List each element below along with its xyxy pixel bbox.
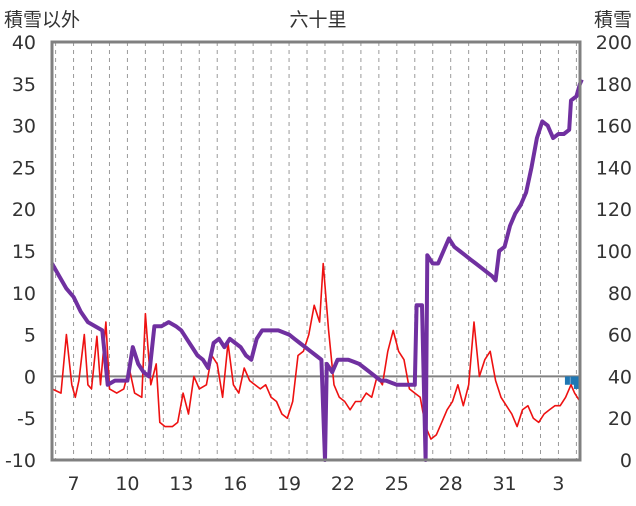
right-tick-label: 60	[608, 325, 632, 347]
right-tick-label: 180	[596, 74, 632, 96]
left-axis-label: 積雪以外	[4, 9, 80, 31]
left-tick-label: 20	[12, 199, 36, 221]
right-tick-label: 160	[596, 116, 632, 138]
left-tick-label: 15	[12, 241, 36, 263]
left-tick-label: 40	[12, 32, 36, 54]
series-layer	[50, 78, 584, 462]
left-tick-label: 35	[12, 74, 36, 96]
right-tick-label: 100	[596, 241, 632, 263]
plot-frame	[50, 40, 582, 462]
bar	[570, 376, 576, 385]
x-tick-label: 10	[115, 473, 139, 495]
right-tick-label: 140	[596, 157, 632, 179]
left-tick-label: 10	[12, 283, 36, 305]
right-tick-label: 20	[608, 408, 632, 430]
left-tick-label: 0	[24, 366, 36, 388]
series-line-0	[51, 262, 581, 440]
left-tick-label: -10	[5, 450, 36, 472]
x-tick-label: 19	[277, 473, 301, 495]
left-tick-label: 25	[12, 157, 36, 179]
series-line-1	[50, 78, 584, 462]
x-tick-labels: 7 10 13 16 19 22 25 28 31 3	[68, 473, 565, 495]
grid-layer	[55, 42, 577, 460]
left-tick-label: 30	[12, 116, 36, 138]
right-tick-label: 200	[596, 32, 632, 54]
right-tick-labels: 0 20 40 60 80 100 120 140 160 180 200	[596, 32, 632, 472]
right-tick-label: 40	[608, 366, 632, 388]
x-tick-label: 31	[492, 473, 516, 495]
left-tick-label: -5	[17, 408, 36, 430]
right-tick-label: 120	[596, 199, 632, 221]
x-tick-label: 25	[385, 473, 409, 495]
bar	[573, 376, 579, 389]
x-tick-label: 3	[552, 473, 564, 495]
left-tick-labels: -10 -5 0 5 10 15 20 25 30 35 40	[5, 32, 36, 472]
right-tick-label: 0	[620, 450, 632, 472]
x-tick-label: 28	[439, 473, 463, 495]
bar-layer	[564, 376, 579, 389]
bar	[564, 376, 570, 385]
x-tick-label: 16	[223, 473, 247, 495]
x-tick-label: 22	[331, 473, 355, 495]
right-tick-label: 80	[608, 283, 632, 305]
x-tick-label: 7	[68, 473, 80, 495]
left-tick-label: 5	[24, 325, 36, 347]
right-axis-label: 積雪	[594, 9, 632, 31]
chart-title: 六十里	[289, 9, 346, 31]
x-tick-label: 13	[169, 473, 193, 495]
